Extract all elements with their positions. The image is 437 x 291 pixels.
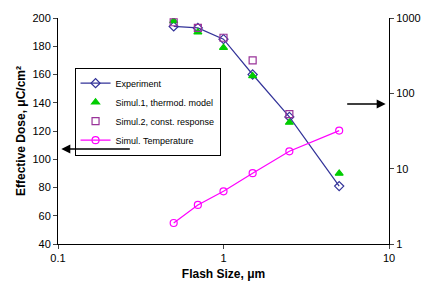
svg-text:100: 100 bbox=[396, 87, 414, 99]
svg-text:1: 1 bbox=[220, 252, 226, 264]
svg-text:1: 1 bbox=[396, 238, 402, 250]
svg-text:1000: 1000 bbox=[396, 12, 420, 24]
svg-text:200: 200 bbox=[32, 12, 50, 24]
svg-text:Simul. Temperature: Simul. Temperature bbox=[116, 136, 194, 146]
svg-text:40: 40 bbox=[39, 238, 51, 250]
svg-text:60: 60 bbox=[39, 210, 51, 222]
svg-text:Flash Size, μm: Flash Size, μm bbox=[182, 267, 265, 281]
svg-text:Simul.1, thermod. model: Simul.1, thermod. model bbox=[116, 98, 214, 108]
svg-text:Effective Dose, μC/cm²: Effective Dose, μC/cm² bbox=[14, 66, 28, 196]
svg-text:180: 180 bbox=[32, 40, 50, 52]
svg-text:80: 80 bbox=[39, 181, 51, 193]
svg-text:120: 120 bbox=[32, 125, 50, 137]
svg-text:Experiment: Experiment bbox=[116, 79, 162, 89]
svg-text:10: 10 bbox=[396, 163, 408, 175]
svg-text:0.1: 0.1 bbox=[50, 252, 65, 264]
svg-text:10: 10 bbox=[383, 252, 395, 264]
svg-text:Simul.2, const. response: Simul.2, const. response bbox=[116, 117, 215, 127]
svg-text:160: 160 bbox=[32, 68, 50, 80]
svg-text:140: 140 bbox=[32, 97, 50, 109]
svg-text:100: 100 bbox=[32, 153, 50, 165]
